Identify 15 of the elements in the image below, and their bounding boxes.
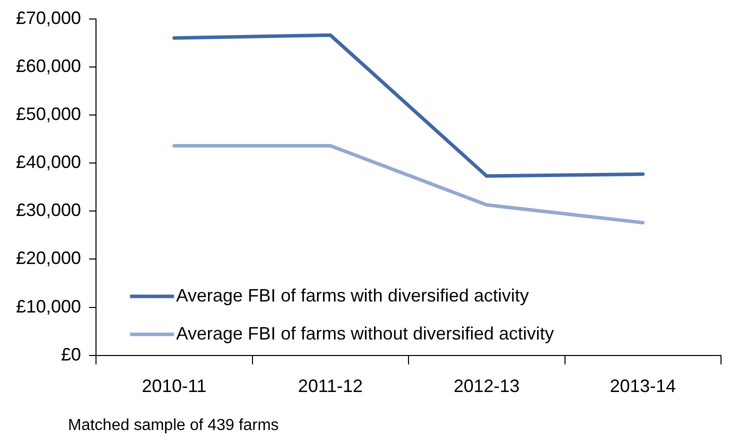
y-tick-label: £60,000 bbox=[16, 56, 82, 76]
y-tick-label: £40,000 bbox=[16, 152, 82, 172]
legend-label: Average FBI of farms without diversified activity bbox=[176, 323, 554, 344]
y-tick-label: £20,000 bbox=[16, 248, 82, 268]
legend-label: Average FBI of farms with diversified activity bbox=[176, 285, 529, 306]
x-tick-label: 2011-12 bbox=[298, 376, 363, 396]
y-tick-label: £10,000 bbox=[16, 296, 82, 316]
y-tick-label: £30,000 bbox=[16, 200, 82, 220]
y-tick-label: £0 bbox=[61, 344, 82, 364]
x-tick-label: 2010-11 bbox=[142, 376, 207, 396]
x-tick-label: 2013-14 bbox=[610, 376, 676, 396]
x-tick-label: 2012-13 bbox=[454, 376, 520, 396]
y-tick-label: £70,000 bbox=[16, 8, 82, 28]
y-tick-label: £50,000 bbox=[16, 104, 82, 124]
text: Matched sample of 439 farms bbox=[68, 416, 279, 436]
